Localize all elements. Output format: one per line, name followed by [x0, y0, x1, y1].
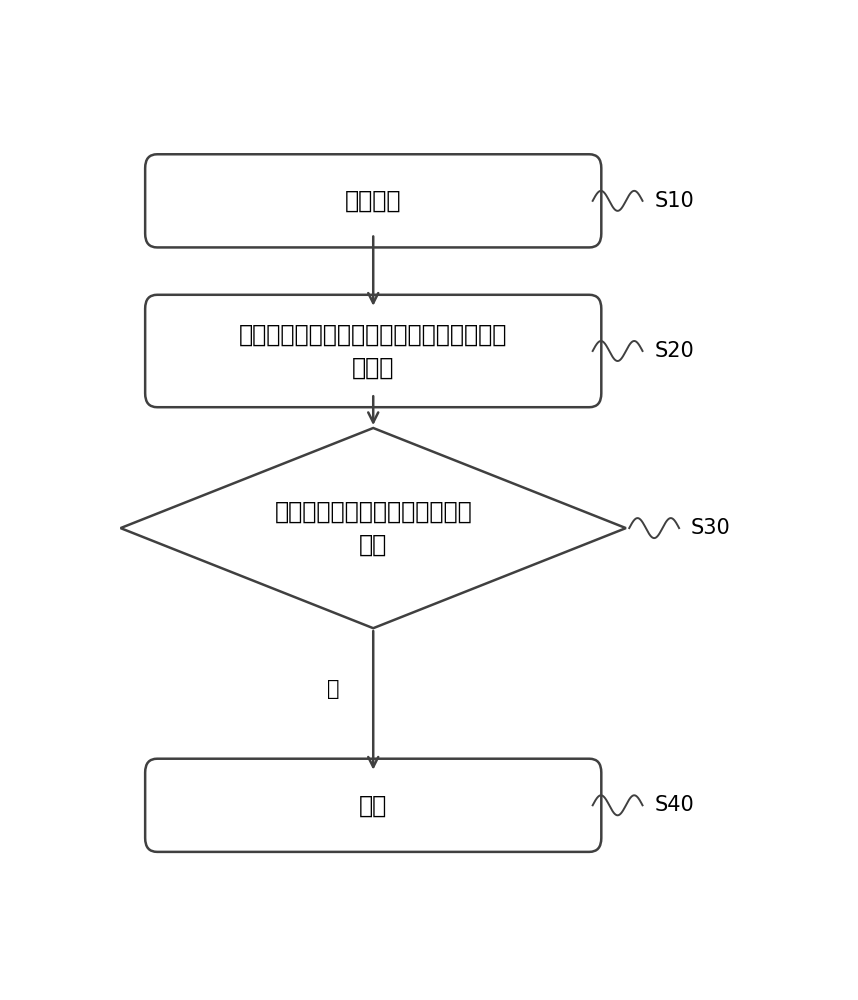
- Polygon shape: [120, 428, 626, 628]
- FancyBboxPatch shape: [145, 759, 601, 852]
- FancyBboxPatch shape: [145, 154, 601, 247]
- Text: S40: S40: [655, 795, 694, 815]
- Text: 停机: 停机: [360, 793, 387, 817]
- Text: S30: S30: [691, 518, 731, 538]
- FancyBboxPatch shape: [145, 295, 601, 407]
- Text: S20: S20: [655, 341, 694, 361]
- Text: 是: 是: [327, 679, 340, 699]
- Text: 判断最低环境温度是否大于等于
阈值: 判断最低环境温度是否大于等于 阈值: [275, 499, 472, 557]
- Text: 车辆下电: 车辆下电: [345, 189, 402, 213]
- Text: 获取车辆所处环境未来预设时间内的最低环
境温度: 获取车辆所处环境未来预设时间内的最低环 境温度: [239, 322, 507, 380]
- Text: S10: S10: [655, 191, 694, 211]
